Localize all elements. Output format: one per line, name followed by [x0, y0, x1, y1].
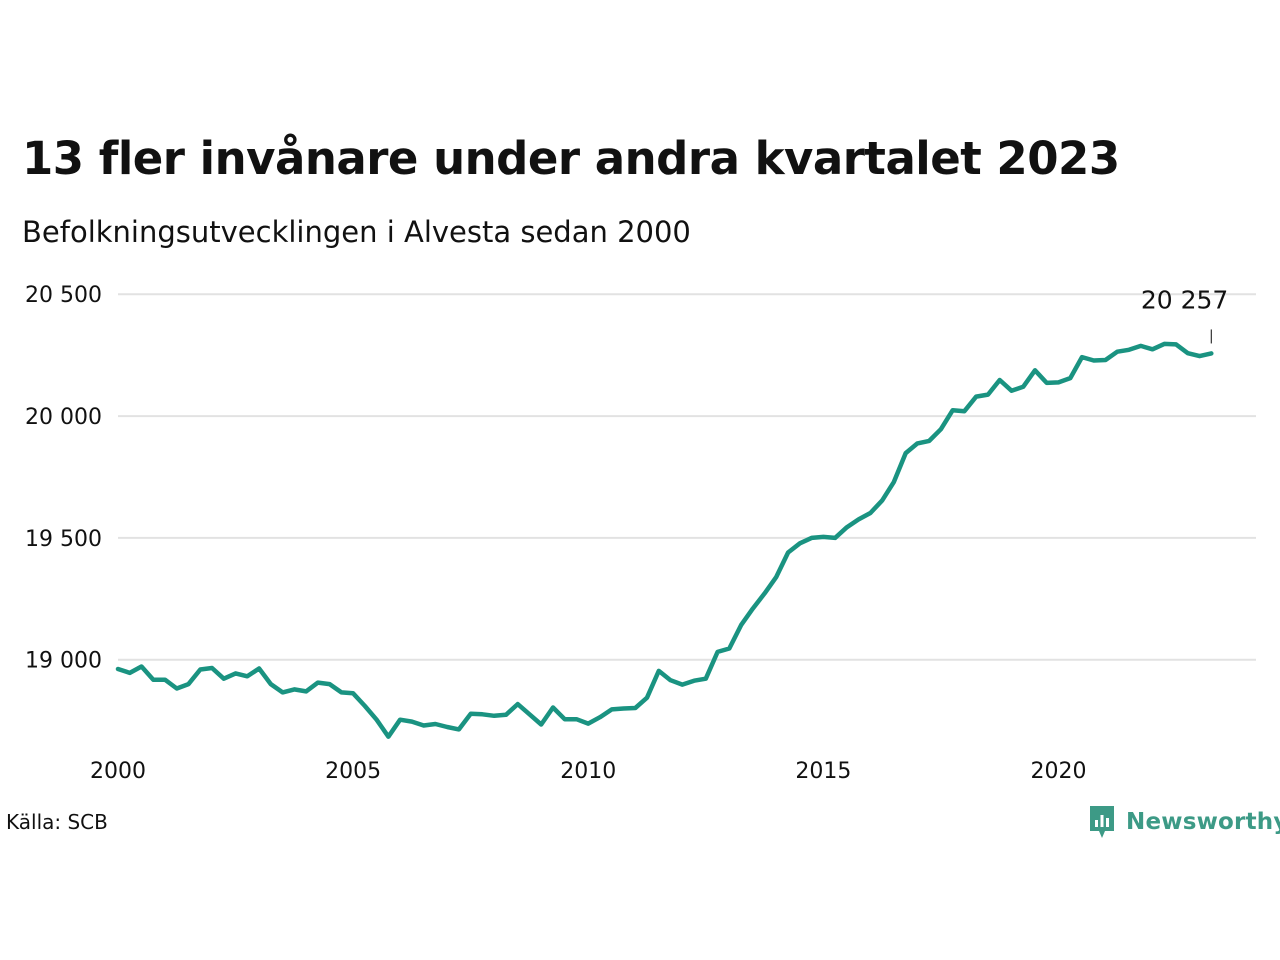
- chart-title: 13 fler invånare under andra kvartalet 2…: [22, 132, 1120, 185]
- data-points: [117, 343, 1212, 737]
- y-tick-label: 19 000: [25, 649, 102, 674]
- end-value-annotation: 20 257: [1141, 285, 1228, 344]
- y-axis-labels: 19 000 19 500 20 000 20 500: [25, 283, 102, 673]
- brand-logo[interactable]: Newsworthy: [1088, 804, 1280, 840]
- newsworthy-logo-icon: [1090, 806, 1114, 838]
- x-tick-label: 2015: [795, 759, 851, 784]
- y-tick-label: 19 500: [25, 527, 102, 552]
- gridlines: [118, 293, 1256, 661]
- chart-subtitle: Befolkningsutvecklingen i Alvesta sedan …: [22, 215, 691, 249]
- brand-name: Newsworthy: [1126, 809, 1280, 835]
- x-tick-label: 2005: [325, 759, 381, 784]
- y-tick-label: 20 500: [25, 283, 102, 308]
- x-axis-labels: 2000 2005 2010 2015 2020: [90, 759, 1086, 784]
- y-tick-label: 20 000: [25, 405, 102, 430]
- x-tick-label: 2000: [90, 759, 146, 784]
- x-tick-label: 2020: [1030, 759, 1086, 784]
- x-tick-label: 2010: [560, 759, 616, 784]
- population-line: [115, 341, 1214, 739]
- annotation-label: 20 257: [1141, 285, 1228, 314]
- source-note: Källa: SCB: [6, 810, 108, 834]
